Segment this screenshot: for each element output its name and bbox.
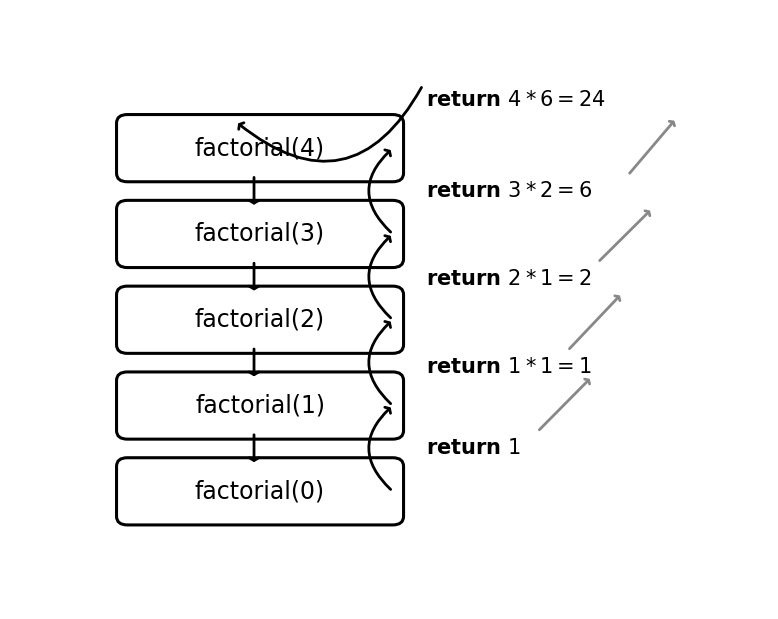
FancyBboxPatch shape — [117, 115, 404, 182]
Text: return $3 * 2 = 6$: return $3 * 2 = 6$ — [426, 181, 592, 201]
FancyBboxPatch shape — [117, 286, 404, 353]
Text: factorial(1): factorial(1) — [195, 394, 325, 418]
Text: return $1$: return $1$ — [426, 438, 521, 459]
FancyBboxPatch shape — [117, 372, 404, 439]
Text: factorial(0): factorial(0) — [195, 479, 325, 503]
Text: return $1 * 1 = 1$: return $1 * 1 = 1$ — [426, 357, 592, 378]
FancyBboxPatch shape — [117, 201, 404, 267]
FancyBboxPatch shape — [117, 457, 404, 525]
Text: return $4 * 6 = 24$: return $4 * 6 = 24$ — [426, 90, 606, 111]
Text: factorial(3): factorial(3) — [195, 222, 325, 246]
Text: factorial(2): factorial(2) — [195, 308, 325, 332]
Text: factorial(4): factorial(4) — [195, 136, 325, 160]
Text: return $2 * 1 = 2$: return $2 * 1 = 2$ — [426, 269, 591, 289]
